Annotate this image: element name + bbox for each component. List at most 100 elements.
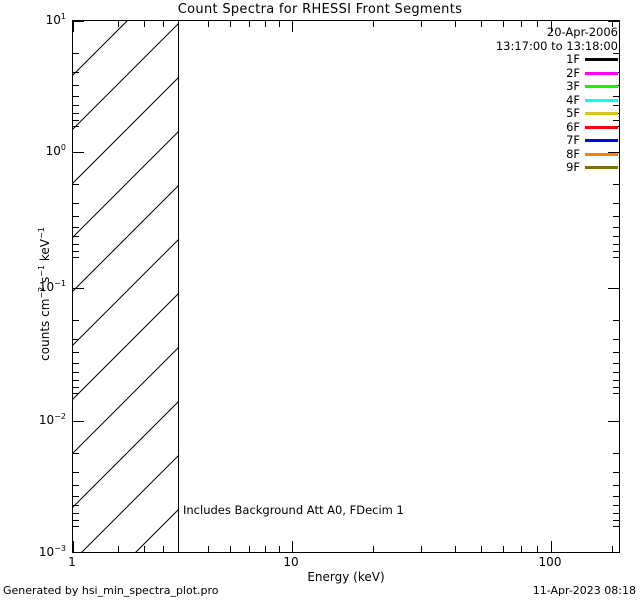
x-tick-minor [521, 546, 522, 552]
x-tick-minor [144, 546, 145, 552]
y-tick-major-right [608, 288, 619, 289]
y-tick-minor-right [613, 203, 619, 204]
y-tick-minor-right [613, 105, 619, 106]
y-tick-minor-right [613, 393, 619, 394]
y-tick-label-1e0: 100 [45, 143, 66, 159]
x-tick-minor-top [481, 21, 482, 27]
y-tick-minor [73, 216, 79, 217]
legend-label-5f: 5F [566, 106, 580, 120]
legend-label-1f: 1F [566, 52, 580, 66]
y-tick-minor-right [613, 244, 619, 245]
x-tick-minor [73, 541, 74, 552]
x-tick-minor [208, 546, 209, 552]
legend-item-5f[interactable]: 5F [496, 106, 618, 121]
x-tick-minor [163, 546, 164, 552]
x-tick-minor [612, 546, 613, 552]
y-tick-minor [73, 472, 79, 473]
y-tick-minor-right [613, 485, 619, 486]
y-tick-major [73, 421, 84, 422]
legend-label-8f: 8F [566, 146, 580, 161]
x-tick-minor-top [503, 21, 504, 27]
legend-label-9f: 9F [566, 160, 580, 174]
legend-item-8f[interactable]: 8F [496, 146, 618, 162]
y-tick-label-1em2: 10−2 [38, 412, 66, 428]
x-tick-minor-top [249, 21, 250, 27]
y-tick-minor-right [613, 520, 619, 521]
x-tick-minor [537, 546, 538, 552]
legend-item-4f[interactable]: 4F [496, 93, 618, 108]
legend-item-9f[interactable]: 9F [496, 160, 618, 175]
x-tick-minor-top [144, 21, 145, 27]
y-tick-major-right [608, 21, 619, 22]
y-tick-major [73, 21, 84, 22]
x-tick-minor [279, 546, 280, 552]
y-tick-minor [73, 244, 79, 245]
legend-label-7f: 7F [566, 133, 580, 147]
x-tick-minor [421, 546, 422, 552]
y-tick-minor [73, 526, 79, 527]
legend-item-7f[interactable]: 7F [496, 133, 618, 148]
y-tick-minor-right [613, 372, 619, 373]
hatched-region [73, 21, 179, 552]
x-tick-label-100: 100 [538, 555, 562, 569]
y-tick-minor [73, 453, 79, 454]
legend-item-6f[interactable]: 6F [496, 120, 618, 135]
legend-swatch-9f [585, 166, 618, 170]
x-tick-minor-top [612, 21, 613, 27]
x-tick-minor [230, 546, 231, 552]
x-tick-minor-top [537, 21, 538, 27]
y-tick-minor-right [613, 184, 619, 185]
y-tick-label-1em1: 10−1 [38, 279, 66, 295]
y-tick-minor-right [613, 453, 619, 454]
x-tick-minor-top [73, 21, 74, 32]
legend-time-range: 13:17:00 to 13:18:00 [495, 38, 618, 53]
x-axis-title: Energy (keV) [307, 570, 385, 584]
y-tick-minor-right [613, 236, 619, 237]
x-tick-minor-top [230, 21, 231, 27]
y-tick-minor-right [613, 505, 619, 506]
y-tick-minor-right [613, 472, 619, 473]
legend-item-1f[interactable]: 1F [496, 52, 618, 67]
y-tick-minor [73, 120, 79, 121]
x-tick-minor [373, 546, 374, 552]
annotation-includes-background: Includes Background [183, 503, 304, 517]
x-tick-minor-top [421, 21, 422, 27]
footer-timestamp: 11-Apr-2023 08:18 [532, 584, 636, 597]
y-tick-minor [73, 126, 79, 127]
x-tick-minor-top [521, 21, 522, 27]
y-tick-minor-right [613, 513, 619, 514]
plot-area: Includes Background Att A0, FDecim 1 [72, 20, 620, 553]
y-tick-minor [73, 320, 79, 321]
y-tick-minor-right [613, 53, 619, 54]
y-tick-minor [73, 496, 79, 497]
y-tick-minor [73, 72, 79, 73]
y-tick-label-1e1: 101 [45, 12, 66, 28]
y-tick-minor [73, 257, 79, 258]
y-tick-minor [73, 236, 79, 237]
page-title: Count Spectra for RHESSI Front Segments [177, 2, 463, 17]
legend-item-3f[interactable]: 3F [496, 79, 618, 94]
x-tick-minor-top [208, 21, 209, 27]
y-tick-label-1em3: 10−3 [38, 544, 66, 560]
plot-inner: Includes Background Att A0, FDecim 1 [73, 21, 619, 552]
legend-item-2f[interactable]: 2F [496, 66, 618, 81]
y-tick-minor-right [613, 363, 619, 364]
legend-swatch-8f [585, 152, 618, 156]
y-tick-major-right [608, 421, 619, 422]
y-tick-minor-right [613, 257, 619, 258]
y-tick-minor-right [613, 380, 619, 381]
y-tick-minor [73, 96, 79, 97]
x-tick-minor [503, 546, 504, 552]
y-tick-minor-right [613, 320, 619, 321]
x-tick-major-top [551, 21, 552, 32]
y-tick-minor [73, 513, 79, 514]
y-tick-minor [73, 105, 79, 106]
footer-generator-text: Generated by hsi_min_spectra_plot.pro [3, 584, 219, 597]
y-tick-minor [73, 372, 79, 373]
x-tick-minor [481, 546, 482, 552]
y-tick-minor-right [613, 352, 619, 353]
legend-date: 20-Apr-2006 [546, 25, 618, 39]
y-tick-minor-right [613, 339, 619, 340]
x-tick-minor [249, 546, 250, 552]
